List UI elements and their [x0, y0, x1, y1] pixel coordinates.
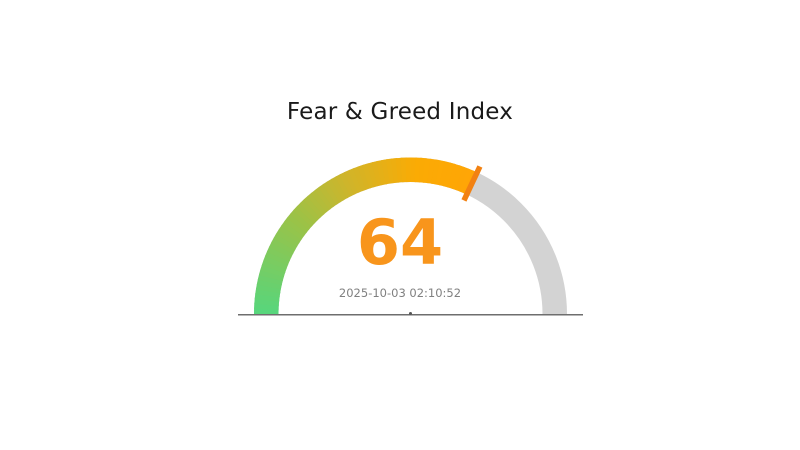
gauge-value-arc	[254, 157, 478, 315]
gauge-needle-tick	[461, 165, 483, 202]
chart-title: Fear & Greed Index	[286, 99, 514, 125]
gauge-timestamp: 2025-10-03 02:10:52	[338, 286, 462, 300]
gauge-value: 64	[356, 206, 444, 279]
center-dot	[409, 312, 412, 315]
